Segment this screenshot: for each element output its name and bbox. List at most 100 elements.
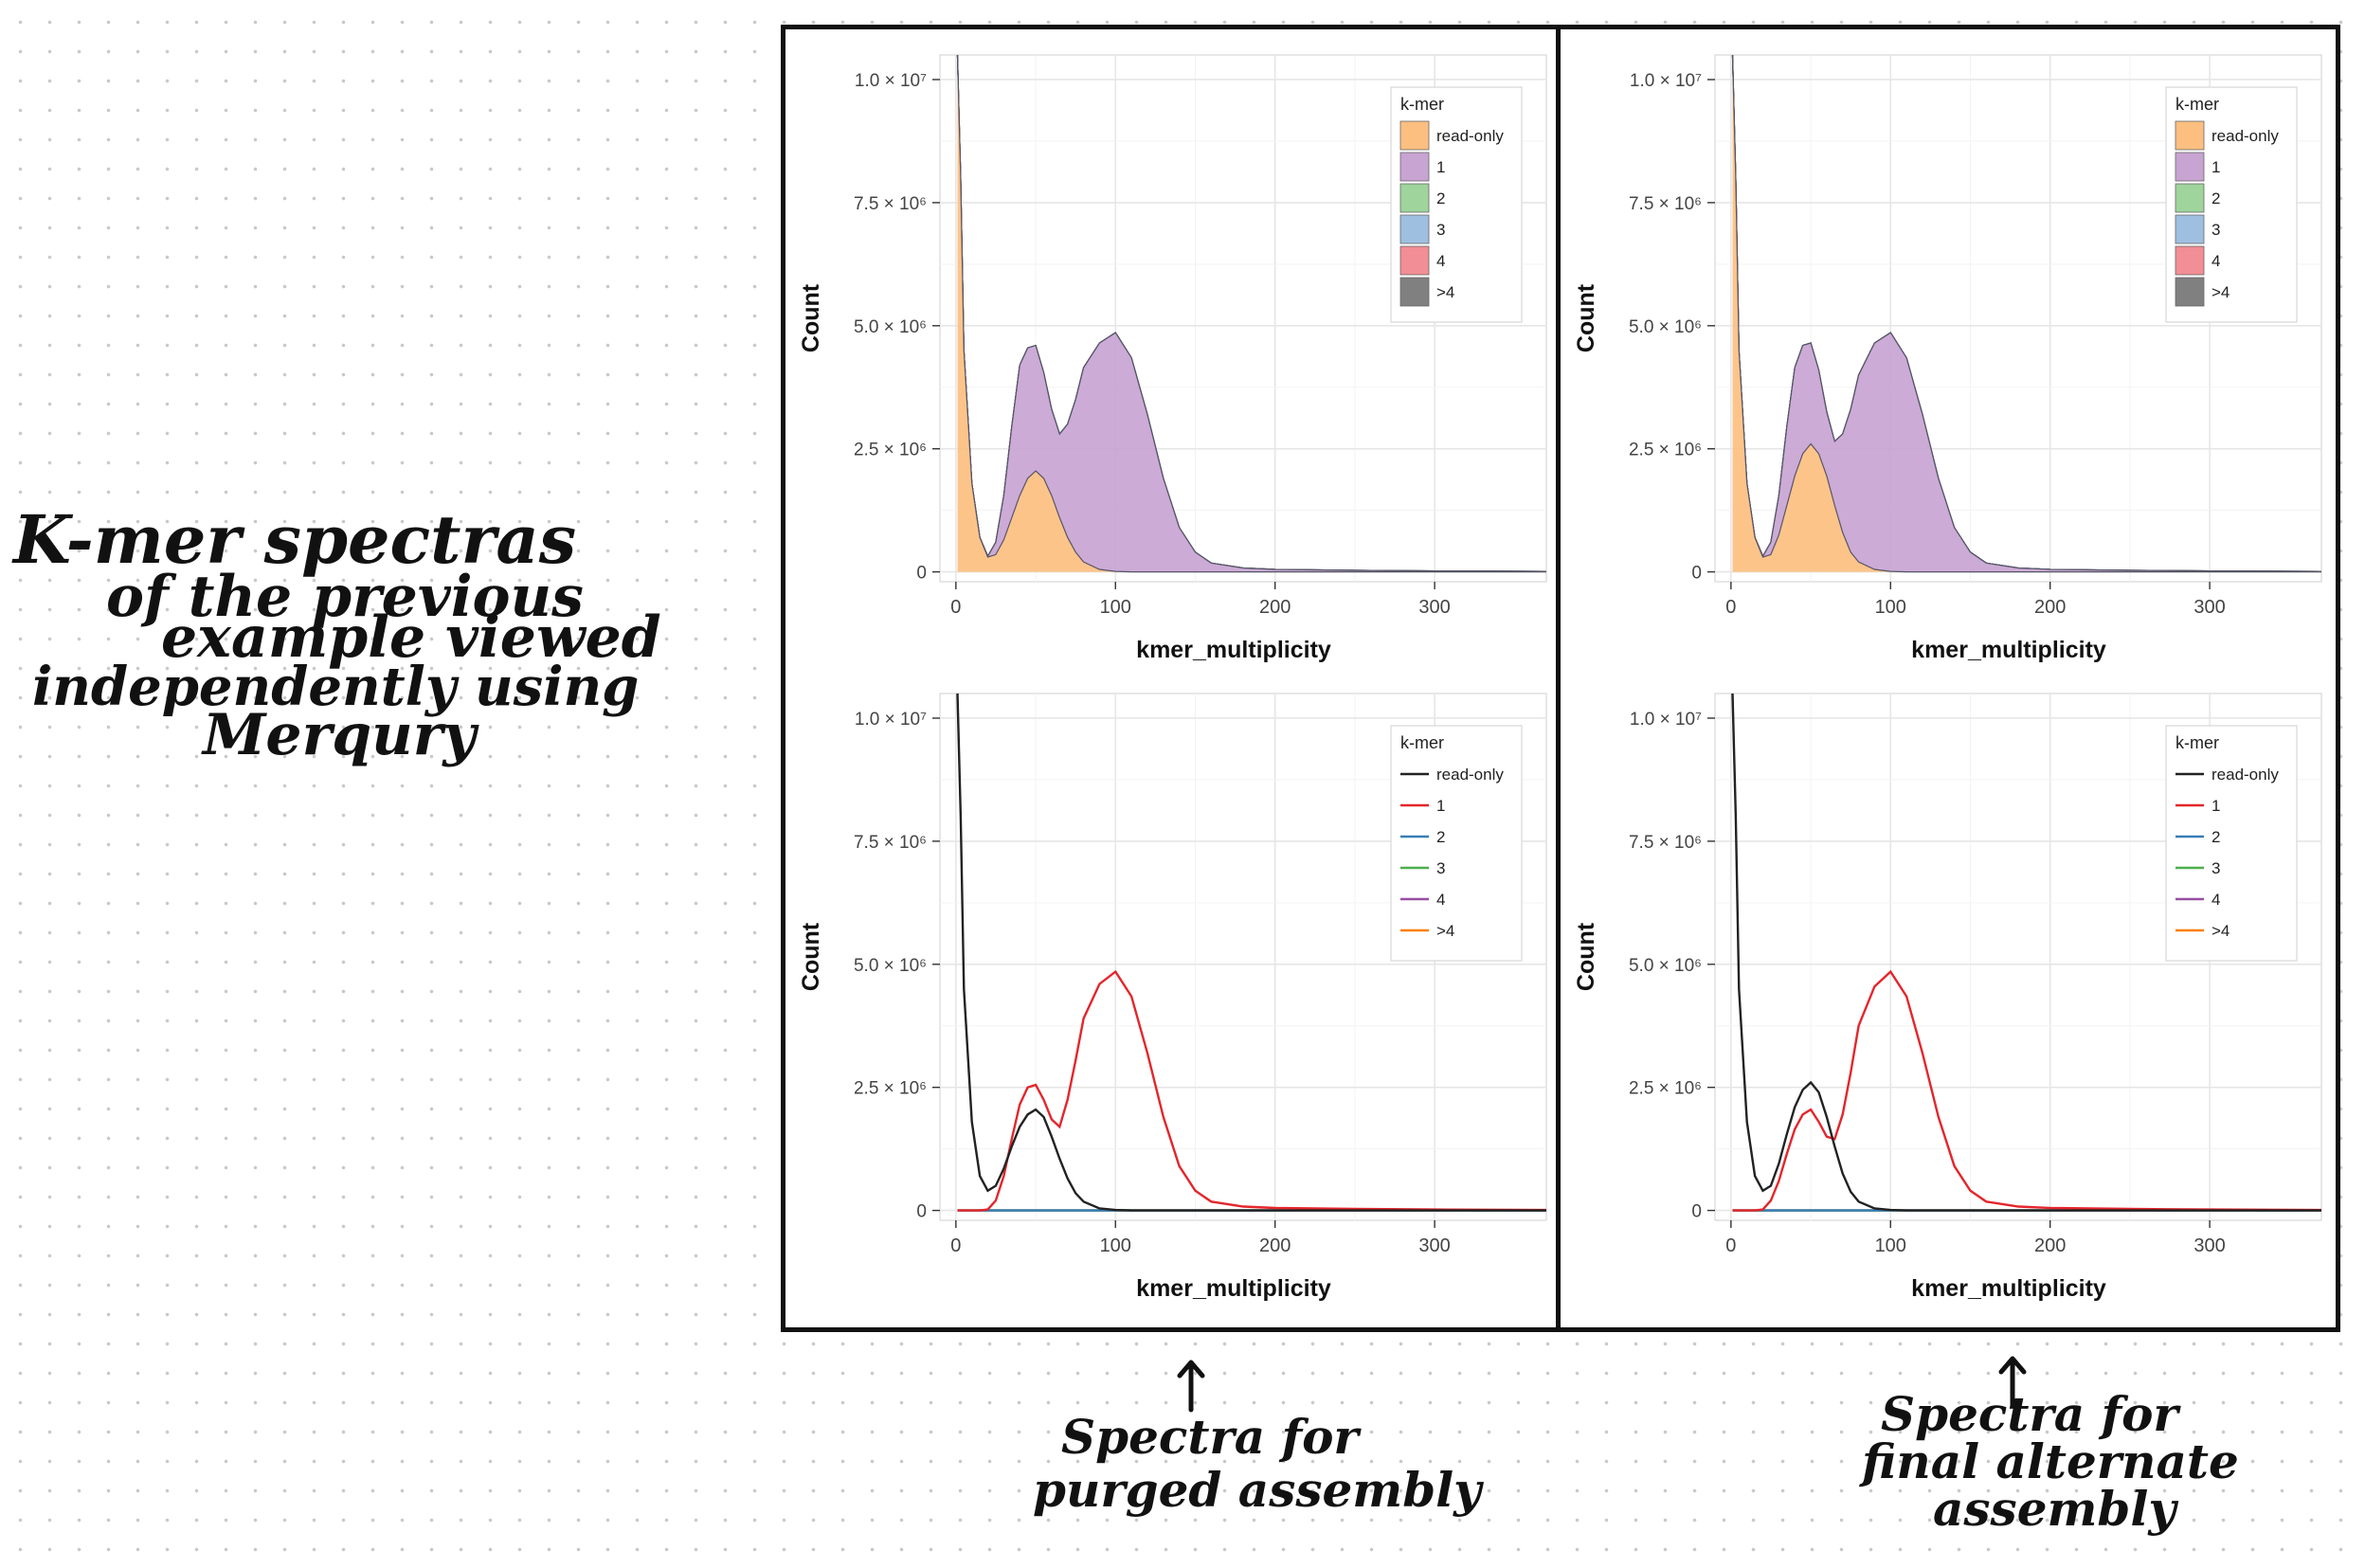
- legend-key: [1399, 183, 1430, 213]
- x-tick-label: 0: [1725, 597, 1736, 618]
- note-line-1: K-mer spectras: [13, 500, 577, 579]
- note-line-2: of the previous: [106, 564, 584, 630]
- arrow-up-icon: [1998, 1356, 2027, 1409]
- chart-top-right: 0 100 200 300 0 2.5 × 10⁶ 5.0 × 10⁶ 7.5 × 10⁶ 1.…: [1573, 54, 2322, 663]
- x-tick-label: 100: [1875, 597, 1906, 618]
- y-axis-label: Count: [1573, 922, 1599, 991]
- line-series-read-only: [1731, 694, 2321, 1212]
- legend-title: k-mer: [1400, 733, 1444, 752]
- legend-label: 1: [1436, 797, 1445, 815]
- x-tick-label: 100: [1875, 1235, 1906, 1256]
- legend-label: 2: [2212, 189, 2220, 207]
- caption-right-line-1: Spectra for: [1881, 1386, 2178, 1442]
- caption-left-line-1: Spectra for: [1061, 1409, 1359, 1465]
- x-axis-label: kmer_multiplicity: [1136, 637, 1331, 663]
- legend-label: 4: [2212, 252, 2220, 270]
- x-axis-label: kmer_multiplicity: [1911, 1275, 2106, 1302]
- x-tick-label: 200: [2034, 597, 2066, 618]
- line-series-1: [957, 969, 1546, 1212]
- legend-title: k-mer: [2175, 733, 2219, 752]
- legend-key: [1399, 152, 1430, 182]
- legend-label: >4: [1436, 922, 1454, 940]
- legend-label: 4: [1436, 891, 1445, 909]
- y-tick-label: 1.0 × 10⁷: [855, 71, 927, 91]
- x-tick-label: 0: [950, 1235, 961, 1256]
- data-layer: [956, 55, 1546, 573]
- legend-label: >4: [2212, 922, 2230, 940]
- note-line-3: example viewed: [161, 604, 661, 671]
- legend-title: k-mer: [1400, 95, 1444, 114]
- y-tick-label: 1.0 × 10⁷: [1630, 71, 1702, 91]
- y-tick-label: 0: [916, 564, 927, 584]
- y-tick-label: 7.5 × 10⁶: [854, 194, 927, 214]
- legend-label: read-only: [1436, 127, 1504, 145]
- legend-key: [1399, 245, 1430, 276]
- line-series-1: [1732, 969, 2321, 1212]
- x-tick-label: 300: [1418, 597, 1450, 618]
- y-tick-label: 5.0 × 10⁶: [1629, 317, 1702, 337]
- x-tick-label: 0: [1725, 1235, 1736, 1256]
- data-layer: [1731, 55, 2321, 573]
- caption-right-line-3: assembly: [1933, 1481, 2176, 1537]
- legend-key: [2175, 277, 2205, 307]
- area-outline-read-only: [1731, 55, 2321, 573]
- legend-key: [1399, 277, 1430, 307]
- x-tick-label: 300: [1418, 1235, 1450, 1256]
- x-tick-label: 300: [2193, 597, 2225, 618]
- data-layer: [1731, 694, 2321, 1212]
- x-tick-label: 0: [950, 597, 961, 618]
- area-outline-read-only: [956, 55, 1546, 573]
- legend-title: k-mer: [2175, 95, 2219, 114]
- legend-key: [2175, 214, 2205, 244]
- axes: 0 100 200 300 0 2.5 × 10⁶ 5.0 × 10⁶ 7.5 × 10⁶ 1.…: [798, 710, 1451, 1302]
- note-line-5: Merqury: [203, 702, 477, 768]
- legend-key: [2175, 120, 2205, 151]
- y-axis-label: Count: [798, 283, 824, 352]
- axes: 0 100 200 300 0 2.5 × 10⁶ 5.0 × 10⁶ 7.5 × 10⁶ 1.…: [798, 71, 1451, 663]
- legend: k-mer read-only 1 2 3 4 >4: [1390, 725, 1523, 962]
- x-axis-label: kmer_multiplicity: [1136, 1275, 1331, 1302]
- legend-box: [2165, 725, 2298, 962]
- area-series-read-only: [957, 55, 1546, 572]
- legend: k-mer read-only 1 2 3 4 >4: [2165, 86, 2298, 323]
- legend-label: read-only: [1436, 766, 1504, 784]
- legend-label: 2: [1436, 189, 1445, 207]
- legend-label: 3: [2212, 859, 2220, 877]
- y-tick-label: 2.5 × 10⁶: [854, 1079, 927, 1099]
- y-tick-label: 2.5 × 10⁶: [1629, 1079, 1702, 1099]
- legend-label: >4: [1436, 283, 1454, 301]
- area-series-1: [1732, 55, 2321, 572]
- legend-key: [1399, 214, 1430, 244]
- y-axis-label: Count: [1573, 283, 1599, 352]
- caption-right-line-2: final alternate: [1862, 1433, 2239, 1489]
- y-tick-label: 0: [916, 1202, 927, 1222]
- y-tick-label: 2.5 × 10⁶: [854, 441, 927, 460]
- legend: k-mer read-only 1 2 3 4 >4: [1390, 86, 1523, 323]
- y-tick-label: 0: [1691, 1202, 1702, 1222]
- y-tick-label: 7.5 × 10⁶: [1629, 833, 1702, 853]
- legend-label: 1: [2212, 797, 2220, 815]
- x-tick-label: 200: [2034, 1235, 2066, 1256]
- legend-label: 2: [2212, 828, 2220, 846]
- legend-label: read-only: [2212, 127, 2279, 145]
- data-layer: [956, 694, 1546, 1212]
- note-line-4: independently using: [32, 656, 640, 718]
- area-series-read-only: [1732, 55, 2321, 572]
- legend-key: [2175, 245, 2205, 276]
- legend-label: 3: [2212, 221, 2220, 239]
- legend-key: [1399, 120, 1430, 151]
- axes: 0 100 200 300 0 2.5 × 10⁶ 5.0 × 10⁶ 7.5 × 10⁶ 1.…: [1573, 71, 2226, 663]
- legend-label: 1: [1436, 158, 1445, 176]
- legend-label: 1: [2212, 158, 2220, 176]
- x-axis-label: kmer_multiplicity: [1911, 637, 2106, 663]
- legend-label: 3: [1436, 859, 1445, 877]
- y-tick-label: 2.5 × 10⁶: [1629, 441, 1702, 460]
- legend-label: read-only: [2212, 766, 2279, 784]
- axes: 0 100 200 300 0 2.5 × 10⁶ 5.0 × 10⁶ 7.5 × 10⁶ 1.…: [1573, 710, 2226, 1302]
- line-series-read-only: [956, 694, 1546, 1212]
- x-tick-label: 100: [1100, 597, 1131, 618]
- legend-key: [2175, 183, 2205, 213]
- legend-box: [1390, 725, 1523, 962]
- y-tick-label: 5.0 × 10⁶: [1629, 956, 1702, 976]
- caption-left-line-2: purged assembly: [1033, 1462, 1482, 1518]
